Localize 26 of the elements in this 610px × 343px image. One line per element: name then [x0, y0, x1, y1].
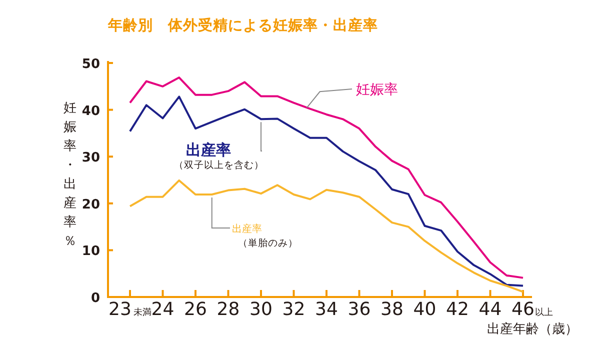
x-axis-title: 出産年齢（歳） [487, 321, 578, 337]
y-tick-label: 30 [82, 150, 100, 166]
series-label: 出産率 [186, 141, 231, 159]
annotation: （単胎のみ） [238, 237, 298, 249]
x-tick-label: 30 [250, 299, 272, 320]
x-tick-label: 28 [216, 299, 240, 320]
x-tick-label: 34 [315, 299, 338, 320]
series-label: 妊娠率 [356, 82, 398, 98]
y-tick-label: 50 [82, 57, 100, 72]
x-tick-label: 42 [446, 299, 469, 320]
y-axis-title: 妊娠率・出産率％ [64, 101, 76, 249]
annotation: （双子以上を含む） [174, 159, 264, 171]
x-tick-label: 46以上 [512, 299, 553, 320]
chart-title: 年齢別 体外受精による妊娠率・出産率 [107, 16, 378, 34]
x-tick-label: 38 [380, 299, 404, 320]
y-tick-label: 0 [90, 291, 100, 306]
y-tick-label: 20 [82, 197, 100, 212]
x-tick-label: 26 [184, 299, 207, 320]
x-tick-label: 32 [282, 299, 306, 320]
y-tick-label: 10 [82, 244, 100, 260]
y-tick-label: 40 [82, 104, 100, 119]
text: 出産率 [232, 223, 262, 235]
x-tick-label: 24 [151, 299, 174, 320]
x-tick-label: 40 [413, 299, 436, 320]
x-tick-label: 36 [348, 299, 371, 320]
x-tick-label: 44 [478, 299, 502, 320]
